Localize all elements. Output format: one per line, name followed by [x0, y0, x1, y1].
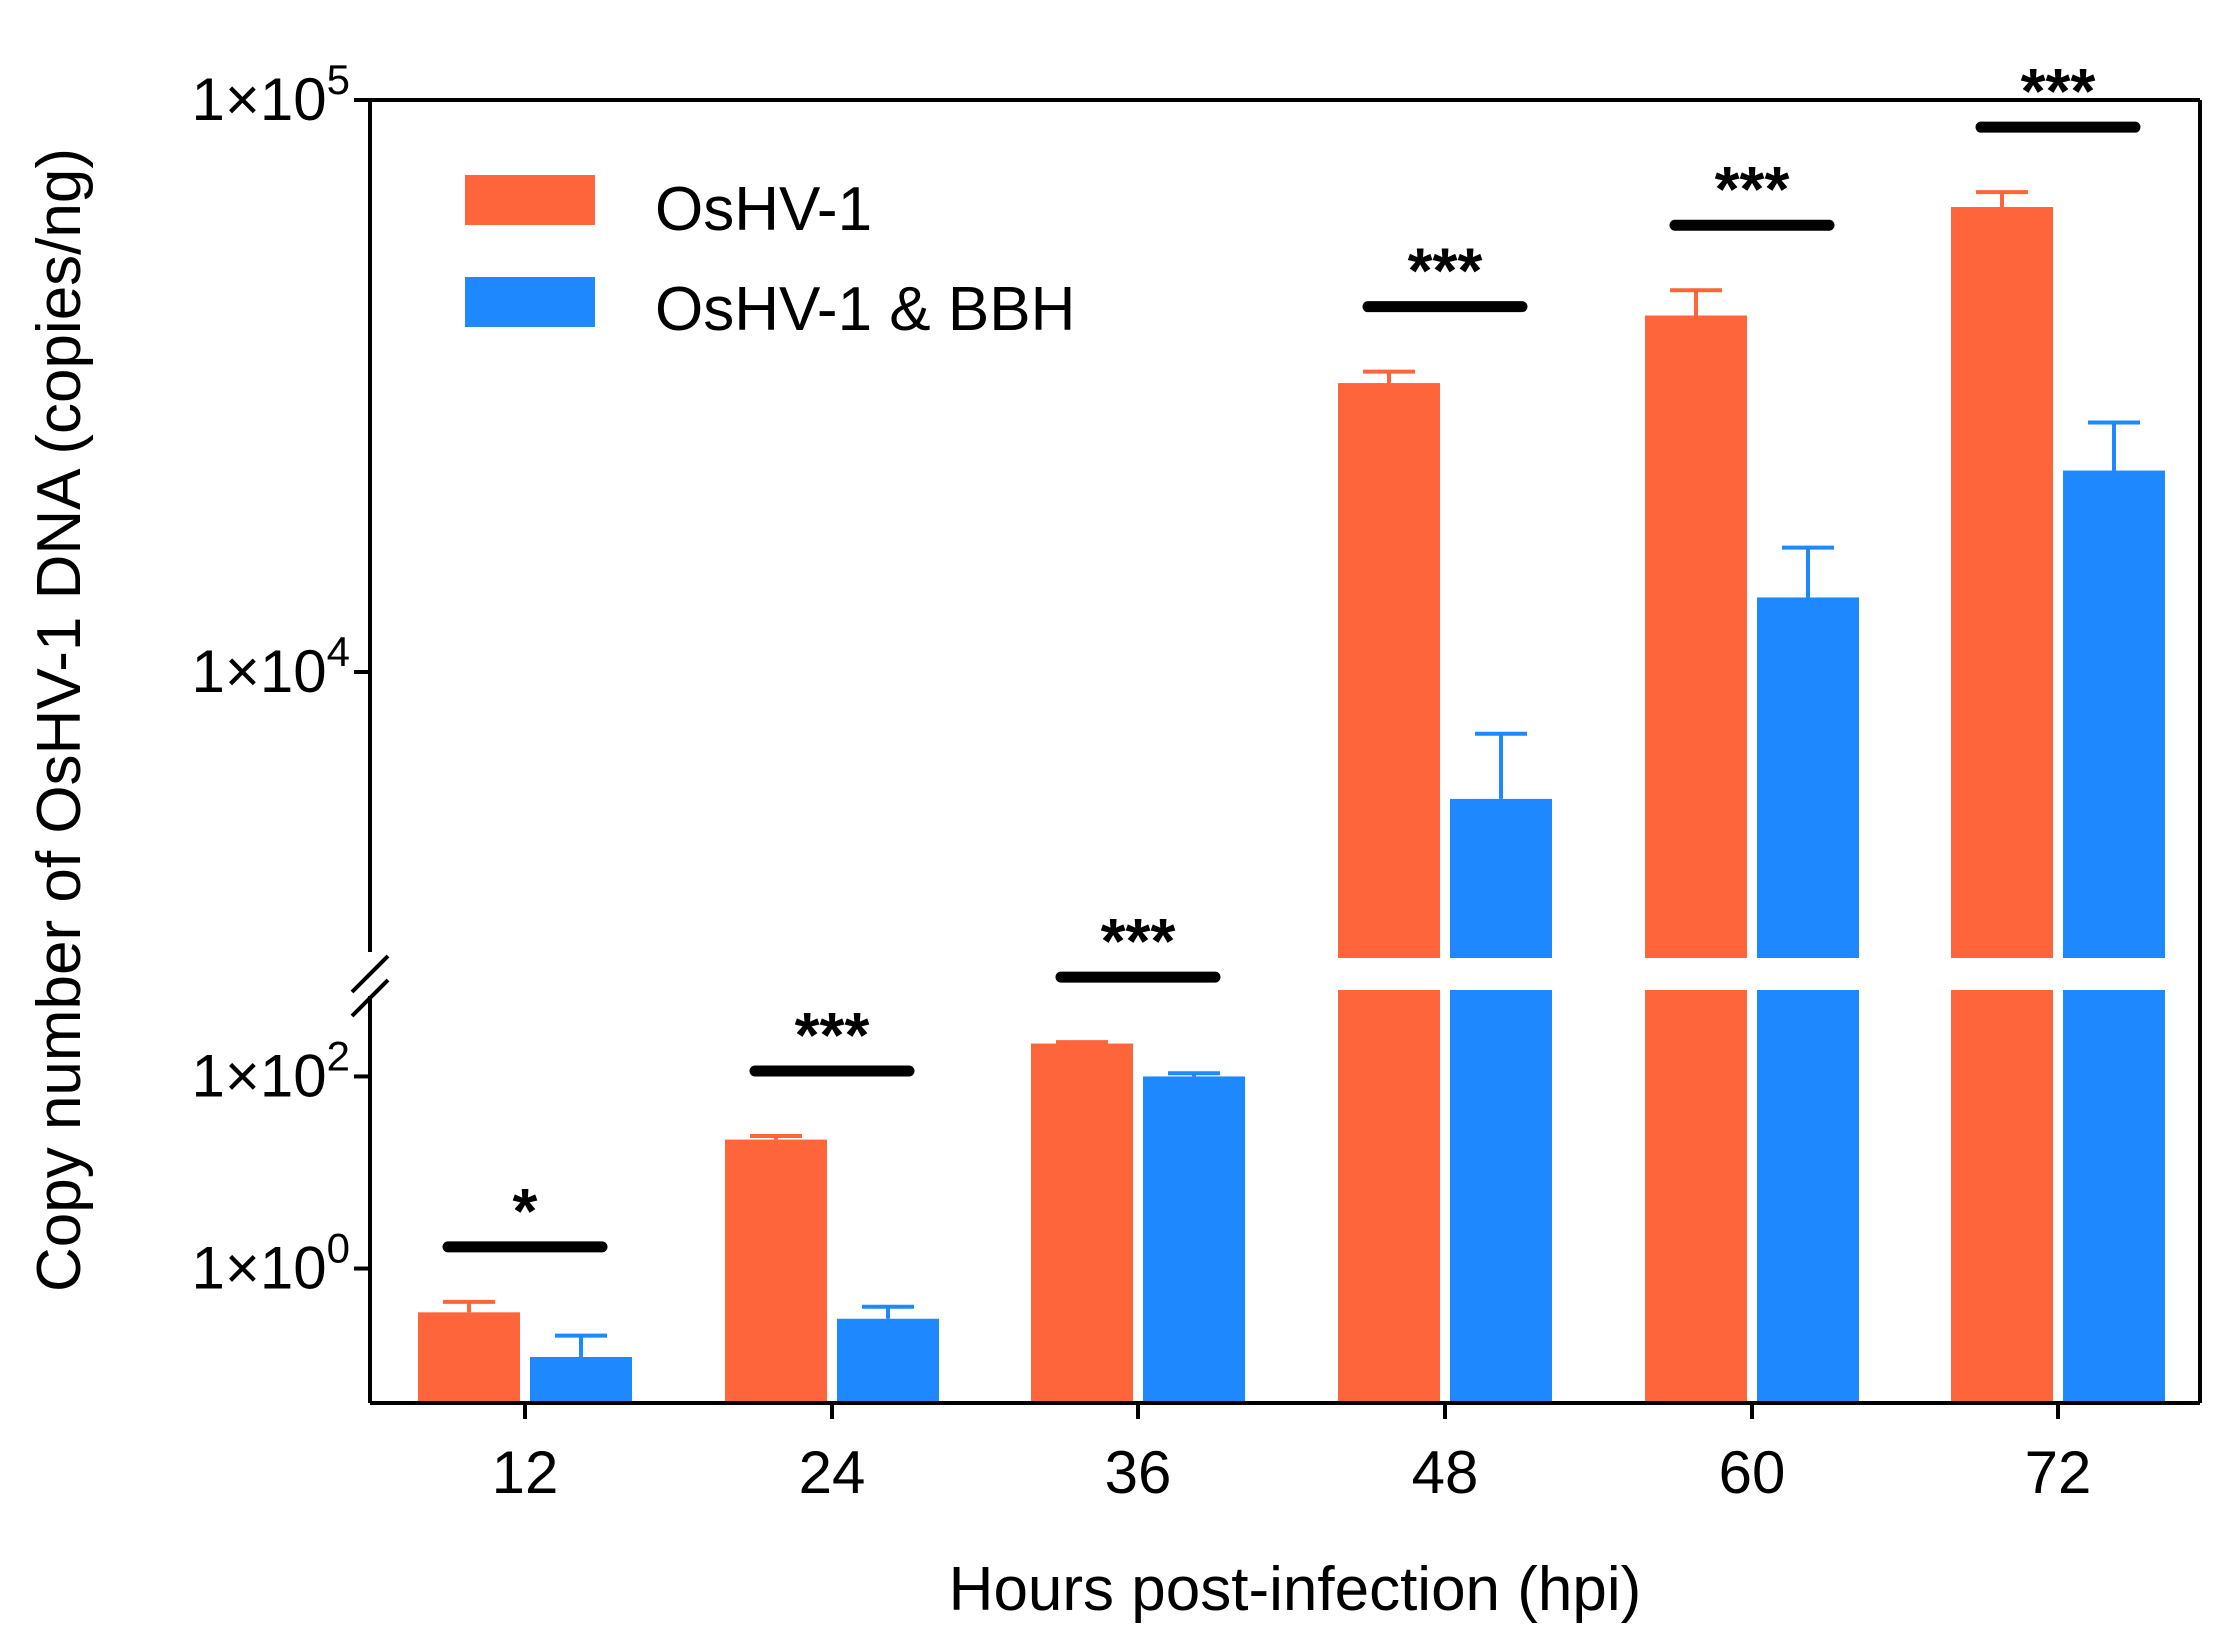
bar-oshv-1-72h-upper	[1951, 207, 2053, 959]
legend-label-oshv1: OsHV-1	[655, 175, 872, 244]
legend-label-oshv1-bbh: OsHV-1 & BBH	[655, 275, 1075, 344]
axis-break-mark-1	[350, 954, 390, 994]
x-tick-label-24: 24	[799, 1439, 866, 1506]
x-tick-label-12: 12	[492, 1439, 559, 1506]
axis-break-mark-2	[350, 978, 390, 1018]
y-tick-label-1e2: 1×102	[191, 1032, 350, 1109]
bar-oshv-1-bbh-60h-lower	[1757, 990, 1859, 1403]
bar-oshv-1-72h-lower	[1951, 990, 2053, 1403]
bar-oshv-1-24h	[725, 1139, 827, 1403]
x-tick-label-72: 72	[2025, 1439, 2092, 1506]
x-tick-label-48: 48	[1412, 1439, 1479, 1506]
x-tick-label-36: 36	[1105, 1439, 1172, 1506]
bar-oshv-1-bbh-24h	[837, 1318, 939, 1403]
bar-oshv-1-36h	[1031, 1043, 1133, 1403]
significance-label-72h: ***	[2021, 55, 2096, 127]
bar-oshv-1-bbh-48h-lower	[1450, 990, 1552, 1403]
x-tick-label-60: 60	[1719, 1439, 1786, 1506]
legend-swatch-oshv1	[465, 175, 595, 225]
bar-oshv-1-bbh-72h-upper	[2063, 470, 2165, 958]
legend-swatch-oshv1-bbh	[465, 277, 595, 327]
significance-label-48h: ***	[1408, 235, 1483, 307]
bar-oshv-1-48h-upper	[1338, 383, 1440, 958]
bar-oshv-1-60h-upper	[1645, 315, 1747, 958]
axes-layer: 12 24 36 48 60 72 1×100 1×102 1×104 1×105	[191, 56, 2202, 1506]
bars-layer: ****************	[418, 55, 2165, 1403]
significance-label-12h: *	[513, 1175, 538, 1247]
bar-oshv-1-60h-lower	[1645, 990, 1747, 1403]
bar-oshv-1-bbh-48h-upper	[1450, 798, 1552, 958]
bar-oshv-1-bbh-60h-upper	[1757, 597, 1859, 958]
significance-label-60h: ***	[1715, 153, 1790, 225]
y-axis-title: Copy number of OsHV-1 DNA (copies/ng)	[25, 148, 94, 1292]
bar-oshv-1-bbh-36h	[1143, 1076, 1245, 1403]
y-tick-label-1e4: 1×104	[191, 628, 350, 705]
significance-label-36h: ***	[1101, 905, 1176, 977]
x-axis-title: Hours post-infection (hpi)	[949, 1555, 1642, 1624]
bar-oshv-1-48h-lower	[1338, 990, 1440, 1403]
legend: OsHV-1 OsHV-1 & BBH	[465, 175, 1075, 344]
bar-oshv-1-bbh-72h-lower	[2063, 990, 2165, 1403]
y-tick-label-1e5: 1×105	[191, 56, 350, 133]
bar-oshv-1-12h	[418, 1312, 520, 1403]
bar-oshv-1-bbh-12h	[530, 1356, 632, 1403]
y-tick-label-1e0: 1×100	[191, 1225, 350, 1302]
significance-label-24h: ***	[795, 999, 870, 1071]
